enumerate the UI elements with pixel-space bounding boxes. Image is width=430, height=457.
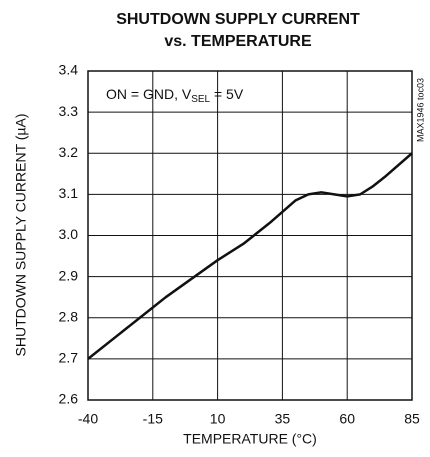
side-label: MAX1946 toc03 bbox=[415, 78, 425, 142]
x-axis-label: TEMPERATURE (°C) bbox=[183, 431, 317, 447]
y-axis-label: SHUTDOWN SUPPLY CURRENT (µA) bbox=[13, 114, 29, 357]
x-tick-label: 35 bbox=[275, 411, 291, 427]
y-tick-label: 2.7 bbox=[59, 350, 79, 366]
x-tick-label: 60 bbox=[339, 411, 355, 427]
y-tick-label: 3.3 bbox=[59, 103, 79, 119]
x-tick-label: -15 bbox=[143, 411, 163, 427]
annotation-subscript: SEL bbox=[191, 94, 210, 105]
annotation-suffix: = 5V bbox=[210, 86, 244, 102]
chart-title: SHUTDOWN SUPPLY CURRENT bbox=[116, 11, 360, 28]
y-tick-label: 2.9 bbox=[59, 267, 79, 283]
y-tick-label: 2.6 bbox=[59, 391, 79, 407]
annotation-text: ON = GND, V bbox=[106, 86, 192, 102]
chart-title: vs. TEMPERATURE bbox=[164, 33, 312, 50]
data-line bbox=[87, 152, 413, 360]
x-tick-label: 85 bbox=[404, 411, 420, 427]
x-tick-label: 10 bbox=[210, 411, 226, 427]
x-tick-label: -40 bbox=[78, 411, 98, 427]
y-tick-label: 2.8 bbox=[59, 308, 79, 324]
y-tick-label: 3.0 bbox=[59, 226, 79, 242]
y-tick-label: 3.2 bbox=[59, 144, 79, 160]
annotation: ON = GND, VSEL = 5V bbox=[106, 86, 244, 105]
y-tick-label: 3.4 bbox=[59, 62, 79, 78]
y-tick-label: 3.1 bbox=[59, 185, 79, 201]
plot-frame bbox=[87, 70, 413, 401]
